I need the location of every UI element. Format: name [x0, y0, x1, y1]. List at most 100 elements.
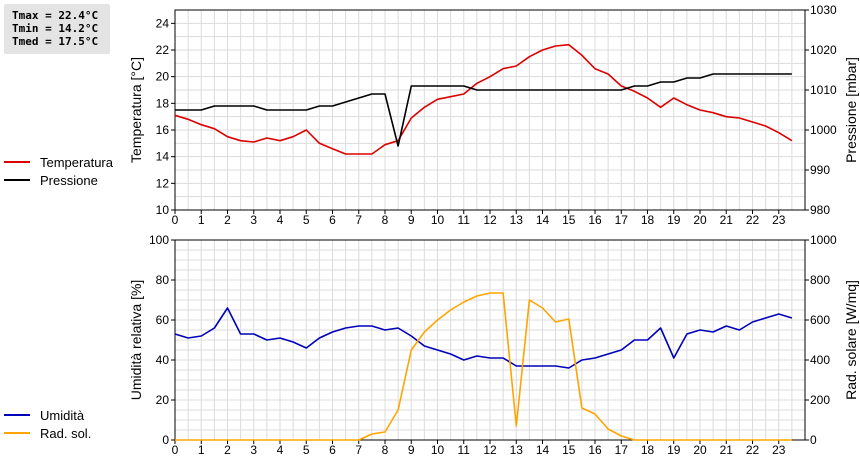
y-tick-label: 24: [156, 16, 170, 30]
x-tick-label: 18: [641, 443, 655, 457]
legend-swatch-temperatura: [4, 161, 30, 163]
y2-axis-label: Pressione [mbar]: [843, 57, 859, 163]
y-axis-label: Umidità relativa [%]: [128, 280, 144, 401]
x-tick-label: 22: [746, 213, 760, 227]
x-tick-label: 5: [303, 213, 310, 227]
y-tick-label: 0: [162, 433, 169, 447]
x-tick-label: 13: [510, 443, 524, 457]
x-tick-label: 5: [303, 443, 310, 457]
series-line-temperatura: [174, 43, 793, 155]
panel-top: 0 1 2 3 4 5 6 7 8 9 10 11 12 13 14 15 16 17 18 19 20 21 22 2310…: [128, 3, 859, 227]
y2-axis-label: Rad. solare [W/mq]: [843, 280, 859, 400]
y2-tick-label: 1010: [810, 83, 837, 97]
legend-label-pressione: Pressione: [40, 172, 98, 188]
legend-top: Temperatura Pressione: [4, 153, 113, 189]
x-tick-label: 10: [431, 443, 445, 457]
x-tick-label: 20: [693, 213, 707, 227]
y2-tick-label: 1000: [810, 233, 837, 247]
x-tick-label: 17: [615, 213, 629, 227]
x-tick-label: 13: [510, 213, 524, 227]
legend-bottom: Umidità Rad. sol.: [4, 406, 91, 442]
y-tick-label: 100: [149, 233, 169, 247]
y2-tick-label: 0: [810, 433, 817, 447]
series-line-pressione: [175, 73, 792, 147]
x-tick-label: 16: [588, 213, 602, 227]
x-tick-label: 11: [458, 443, 471, 457]
y2-tick-label: 600: [810, 313, 830, 327]
legend-item-pressione: Pressione: [4, 171, 113, 189]
y-axis-label: Temperatura [°C]: [128, 57, 144, 163]
x-tick-label: 0: [172, 443, 179, 457]
x-tick-label: 7: [355, 213, 362, 227]
x-tick-label: 9: [408, 443, 415, 457]
x-tick-label: 22: [746, 443, 760, 457]
tmin-label: Tmin = 14.2°C: [12, 22, 99, 35]
x-tick-label: 8: [382, 443, 389, 457]
y2-tick-label: 400: [810, 353, 830, 367]
y-tick-label: 20: [156, 393, 170, 407]
x-tick-label: 19: [667, 213, 681, 227]
series-line-umidita: [174, 307, 793, 369]
legend-swatch-rad-sol: [4, 432, 30, 434]
x-tick-label: 2: [224, 443, 231, 457]
y-tick-label: 20: [156, 70, 170, 84]
panel-bottom: 0 1 2 3 4 5 6 7 8 9 10 11 12 13 14 15 16 17 18 19 20 21 22 2302…: [128, 233, 859, 457]
y-tick-label: 14: [156, 150, 170, 164]
x-tick-label: 9: [408, 213, 415, 227]
series-line-rad-sol: [175, 292, 792, 441]
x-tick-label: 12: [483, 443, 497, 457]
tmax-label: Tmax = 22.4°C: [12, 9, 99, 22]
x-tick-label: 3: [250, 443, 257, 457]
y2-tick-label: 200: [810, 393, 830, 407]
x-tick-label: 1: [198, 443, 205, 457]
y2-tick-label: 1000: [810, 123, 837, 137]
y-tick-label: 22: [156, 43, 170, 57]
x-tick-label: 16: [588, 443, 602, 457]
y2-tick-label: 990: [810, 163, 830, 177]
y-tick-label: 60: [156, 313, 170, 327]
x-tick-label: 2: [224, 213, 231, 227]
y-tick-label: 16: [156, 123, 170, 137]
x-tick-label: 19: [667, 443, 681, 457]
legend-swatch-umidita: [4, 414, 30, 416]
legend-label-rad-sol: Rad. sol.: [40, 425, 92, 441]
x-tick-label: 14: [536, 443, 550, 457]
x-tick-label: 0: [172, 213, 179, 227]
y-tick-label: 18: [156, 96, 170, 110]
x-tick-label: 20: [693, 443, 707, 457]
x-tick-label: 18: [641, 213, 655, 227]
x-tick-label: 7: [355, 443, 362, 457]
x-tick-label: 15: [562, 443, 576, 457]
y-tick-label: 12: [156, 176, 170, 190]
x-tick-label: 14: [536, 213, 550, 227]
x-tick-label: 3: [250, 213, 257, 227]
y-tick-label: 80: [156, 273, 170, 287]
x-tick-label: 23: [772, 443, 786, 457]
x-tick-label: 11: [458, 213, 471, 227]
x-tick-label: 8: [382, 213, 389, 227]
x-tick-label: 17: [615, 443, 629, 457]
x-tick-label: 1: [198, 213, 205, 227]
legend-item-temperatura: Temperatura: [4, 153, 113, 171]
legend-swatch-pressione: [4, 179, 30, 181]
tmed-label: Tmed = 17.5°C: [12, 35, 99, 48]
legend-label-umidita: Umidità: [40, 407, 85, 423]
x-tick-label: 21: [720, 443, 734, 457]
x-tick-label: 6: [329, 443, 336, 457]
x-tick-label: 6: [329, 213, 336, 227]
y2-tick-label: 1030: [810, 3, 837, 17]
stats-box: Tmax = 22.4°C Tmin = 14.2°C Tmed = 17.5°…: [4, 4, 110, 54]
x-tick-label: 15: [562, 213, 576, 227]
x-tick-label: 10: [431, 213, 445, 227]
y2-tick-label: 800: [810, 273, 830, 287]
x-tick-label: 23: [772, 213, 786, 227]
legend-item-rad-sol: Rad. sol.: [4, 424, 91, 442]
y2-tick-label: 1020: [810, 43, 837, 57]
y-tick-label: 40: [156, 353, 170, 367]
y-tick-label: 10: [156, 203, 170, 217]
x-tick-label: 4: [277, 443, 284, 457]
x-tick-label: 4: [277, 213, 284, 227]
legend-item-umidita: Umidità: [4, 406, 91, 424]
x-tick-label: 21: [720, 213, 734, 227]
